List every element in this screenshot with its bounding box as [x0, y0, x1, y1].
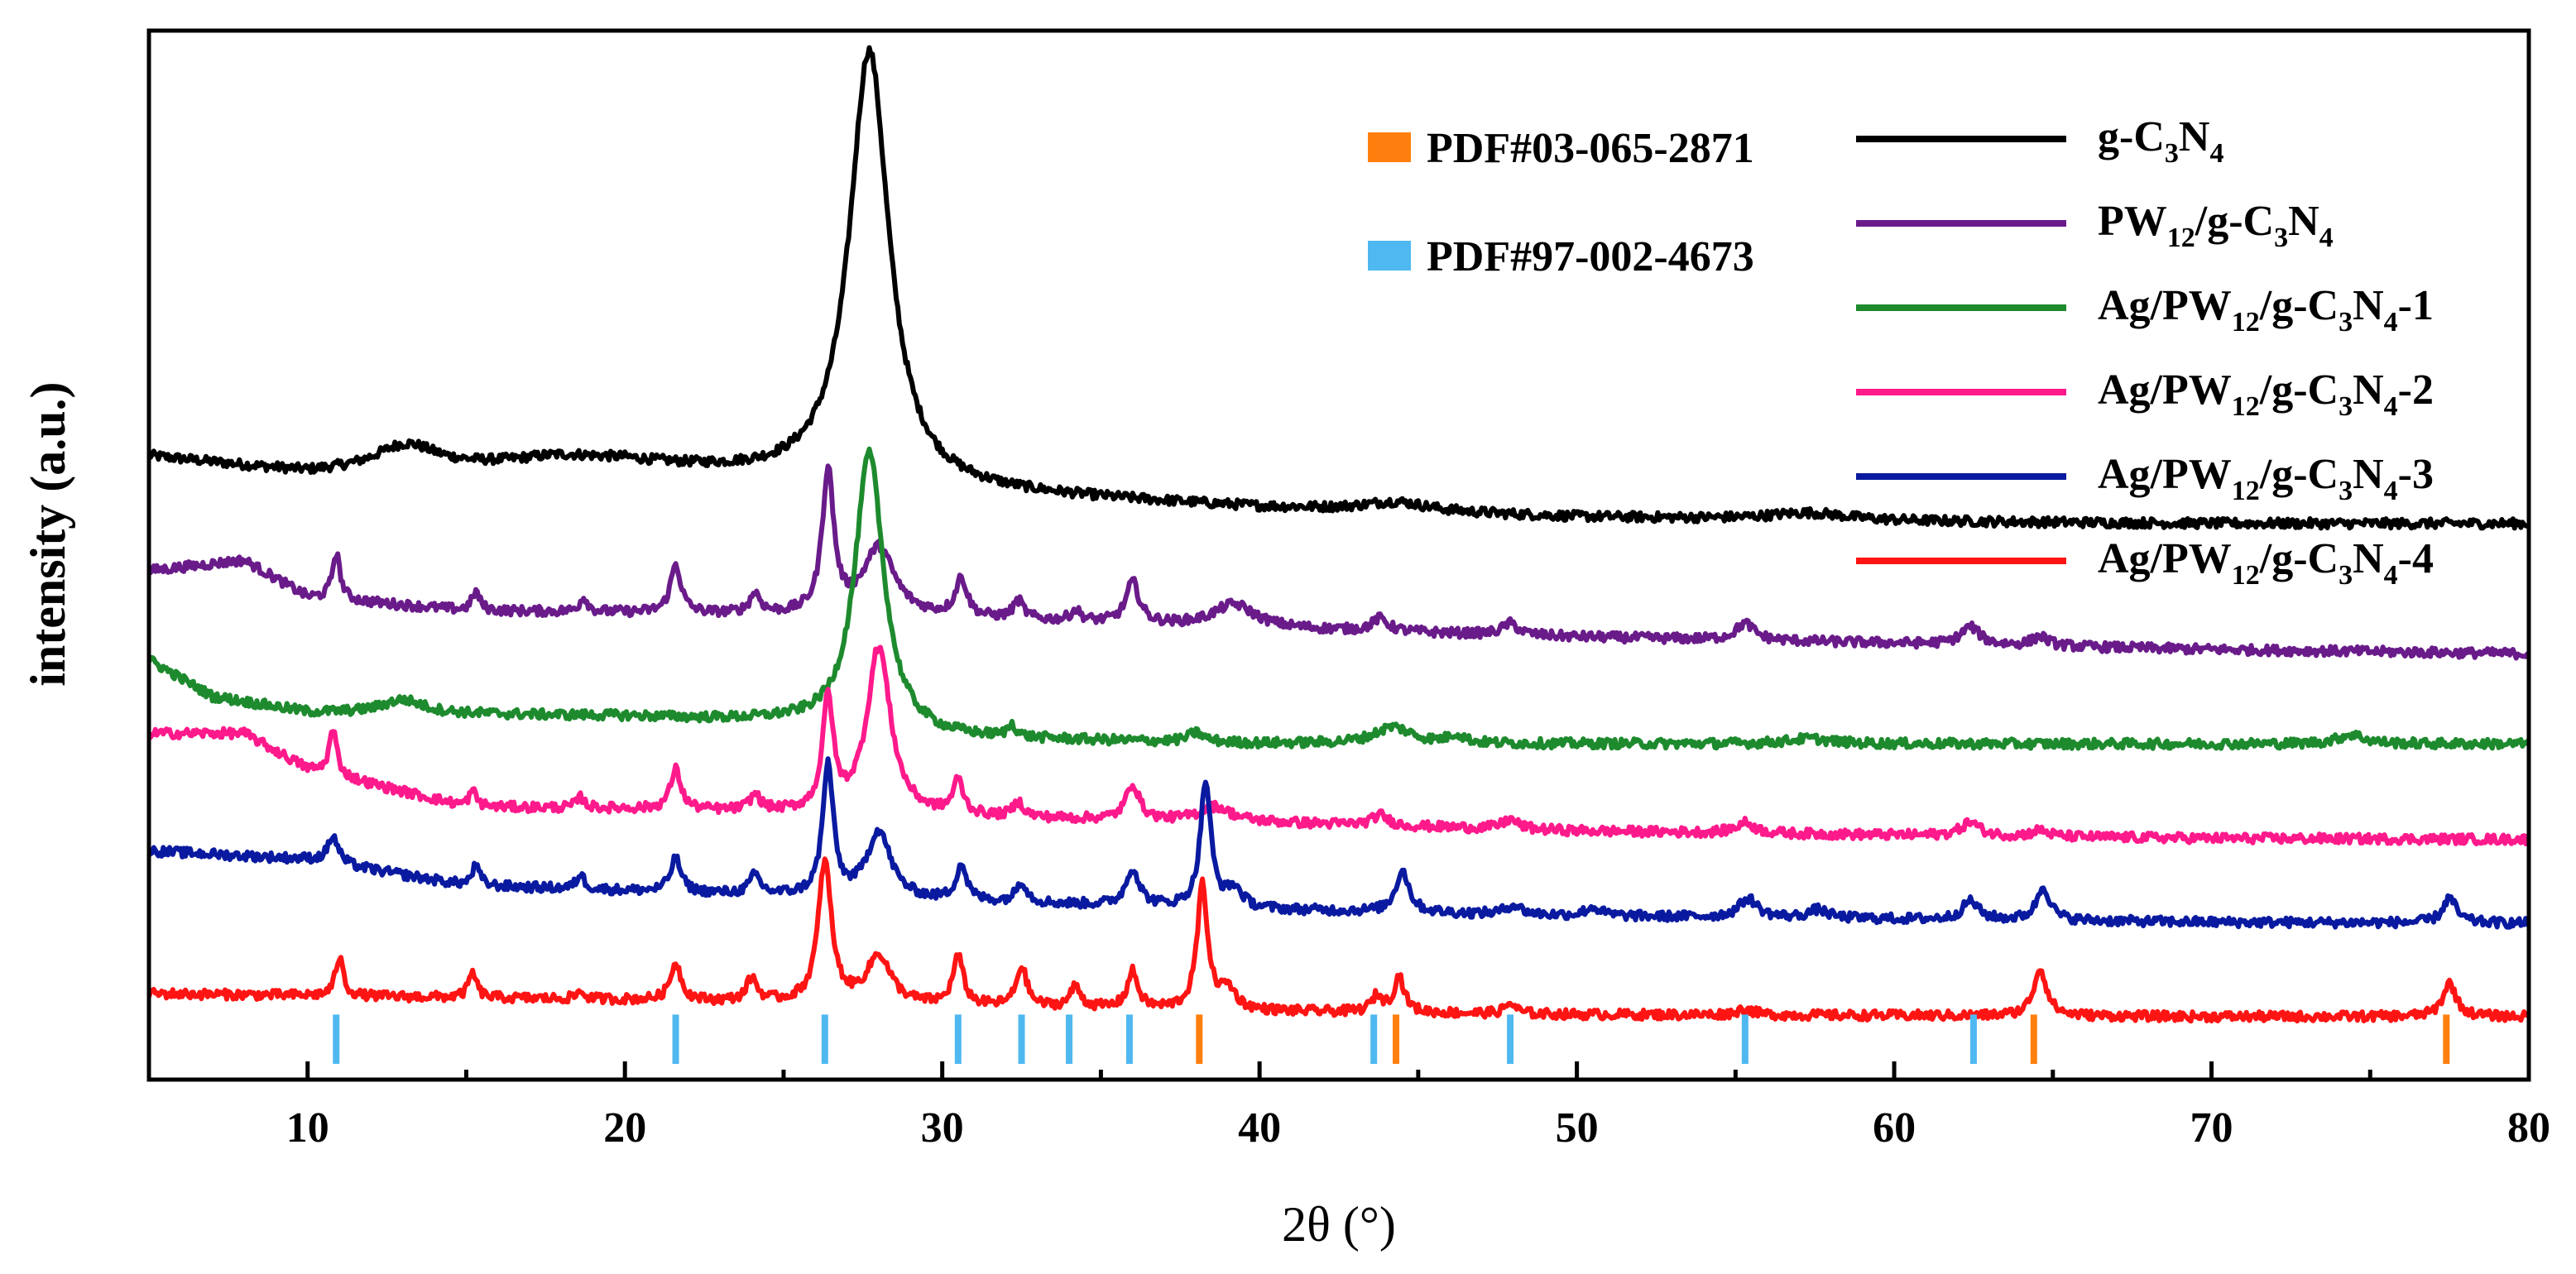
series-layer — [149, 45, 2529, 1024]
x-tick-label: 20 — [603, 1104, 646, 1152]
x-tick-label: 50 — [1556, 1104, 1599, 1152]
reference-lines — [333, 1014, 2450, 1064]
legend-label-series-2: PW12/g-C3N4 — [2098, 198, 2334, 253]
plot-frame — [146, 28, 2531, 1082]
series-line-6 — [149, 856, 2529, 1024]
series-line-4 — [149, 644, 2529, 846]
y-axis-label: intensity (a.u.) — [21, 381, 75, 686]
series-line-3 — [149, 446, 2529, 751]
x-tick-label: 60 — [1873, 1104, 1916, 1152]
legend-swatch-reference-2 — [1368, 241, 1411, 271]
series-line-5 — [149, 756, 2529, 930]
series-line-1 — [149, 45, 2529, 531]
legend-label-series-1: g-C3N4 — [2098, 113, 2223, 169]
legend-label-series-4: Ag/PW12/g-C3N4-2 — [2098, 366, 2434, 422]
legend-label-series-3: Ag/PW12/g-C3N4-1 — [2098, 282, 2434, 338]
x-axis-label: 2θ (°) — [1282, 1197, 1396, 1252]
legend-label-series-5: Ag/PW12/g-C3N4-3 — [2098, 451, 2434, 506]
x-tick-label: 70 — [2190, 1104, 2233, 1152]
x-tick-label: 30 — [921, 1104, 964, 1152]
legend-swatch-reference-1 — [1368, 132, 1411, 162]
x-axis-ticks: 10 20 30 40 50 60 70 80 — [146, 1061, 2550, 1152]
legend-label-series-6: Ag/PW12/g-C3N4-4 — [2098, 535, 2434, 591]
x-tick-label: 40 — [1238, 1104, 1281, 1152]
x-tick-label: 80 — [2507, 1104, 2550, 1152]
legend: PDF#03-065-2871 PDF#97-002-4673 g-C3N4 PW12… — [1368, 113, 2434, 591]
x-tick-label: 10 — [286, 1104, 329, 1152]
series-line-2 — [149, 463, 2529, 661]
legend-label-reference-2: PDF#97-002-4673 — [1427, 233, 1754, 280]
legend-label-reference-1: PDF#03-065-2871 — [1427, 125, 1754, 172]
